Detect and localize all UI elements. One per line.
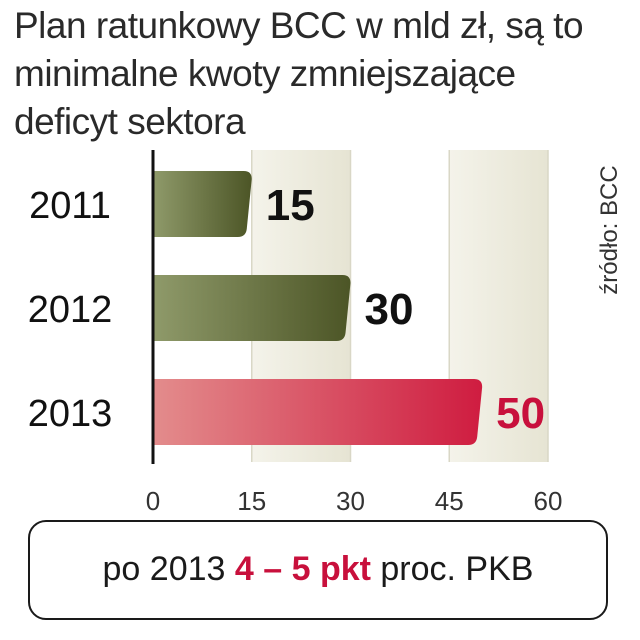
title-line-2: minimalne kwoty zmniejszające [14, 53, 516, 94]
x-tick-label-0: 0 [146, 486, 160, 516]
summary-text: po 2013 4 – 5 pkt proc. PKB [30, 550, 606, 589]
bar-2012 [153, 275, 351, 341]
bar-2011 [153, 171, 252, 237]
summary-highlight: 4 – 5 pkt [234, 550, 371, 588]
category-label-2012: 2012 [28, 289, 113, 331]
summary-prefix: po 2013 [102, 550, 235, 588]
bar-chart: 0 15 30 45 60 2011 15 2012 30 2013 50 [28, 150, 563, 516]
title-line-1: Plan ratunkowy BCC w mld zł, są to [14, 5, 584, 46]
value-label-2012: 30 [365, 285, 414, 334]
bar-2013 [153, 379, 483, 445]
x-tick-label-30: 30 [336, 486, 365, 516]
title-line-3: deficyt sektora [14, 101, 246, 142]
summary-box: po 2013 4 – 5 pkt proc. PKB [28, 520, 608, 620]
chart-title: Plan ratunkowy BCC w mld zł, są to minim… [14, 2, 624, 146]
value-label-2013: 50 [496, 389, 545, 438]
x-tick-label-15: 15 [237, 486, 266, 516]
category-label-2011: 2011 [29, 185, 111, 227]
summary-suffix: proc. PKB [370, 550, 534, 588]
x-tick-label-60: 60 [534, 486, 563, 516]
x-tick-label-45: 45 [435, 486, 464, 516]
value-label-2011: 15 [266, 181, 315, 230]
category-label-2013: 2013 [28, 393, 113, 435]
